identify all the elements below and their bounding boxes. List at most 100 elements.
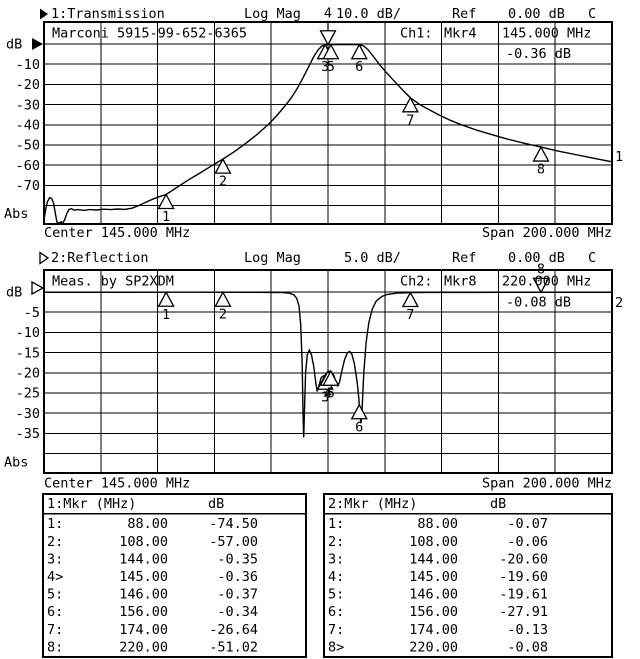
ch1-marker-value: -0.36 dB	[506, 46, 571, 62]
table-row-marker-number: 2:	[328, 534, 344, 550]
table2-header: 2:Mkr (MHz)	[328, 496, 417, 512]
table-row-db-value: -0.13	[507, 622, 548, 638]
marker-number: 6	[355, 419, 363, 435]
ch2-title: 2:Reflection	[51, 250, 149, 266]
ch1-channel-label: Ch1:	[400, 26, 433, 42]
ch2-center-freq: Center 145.000 MHz	[44, 476, 190, 492]
table-row-marker-number: 2:	[47, 534, 63, 550]
ch2-scale-per-div: 5.0 dB/	[344, 250, 401, 266]
ch2-span-freq: Span 200.000 MHz	[482, 476, 612, 492]
ch1-ref-value: 0.00 dB	[508, 6, 565, 22]
marker-triangle-icon	[532, 145, 550, 162]
ch1-yaxis-floor: Abs	[4, 206, 28, 222]
graticule-box	[43, 269, 613, 474]
y-tick-label: -40	[16, 118, 40, 134]
ch2-ref-value: 0.00 dB	[508, 250, 565, 266]
active-marker-number: 4	[324, 6, 332, 22]
table-row-marker-number: 3:	[47, 551, 63, 567]
y-tick-label: -60	[16, 158, 40, 174]
active-marker-triangle-icon	[319, 30, 337, 47]
marker-number: 4	[324, 386, 332, 402]
ch1-active-channel-arrow-icon	[40, 8, 48, 20]
ch2-inactive-channel-arrow-icon	[39, 251, 50, 265]
table-row-db-value: -0.08	[507, 639, 548, 655]
marker-number: 1	[162, 307, 170, 323]
ch1-span-freq: Span 200.000 MHz	[482, 225, 612, 241]
ch2-plot-area: -5 -10 -15 -20 -25 -30 -35 1 2 345 6 7 8	[16, 261, 613, 474]
y-tick-label: -10	[16, 325, 40, 341]
marker-number: 3	[321, 390, 329, 406]
table-row-db-value: -0.35	[217, 551, 258, 567]
table-row-marker-number: 3:	[328, 551, 344, 567]
table-row-db-value: -0.36	[217, 569, 258, 585]
table-row-marker-number: 4>	[47, 569, 63, 585]
ch1-format-label: Log Mag	[244, 6, 301, 22]
marker-tables-area: 1: 88.00 -74.50 2: 108.00 -57.00 3: 144.00 -0.35…	[42, 493, 613, 658]
marker-number: 3	[321, 59, 329, 75]
ch2-marker-freq: 220.000 MHz	[502, 274, 591, 290]
y-tick-label: -30	[16, 406, 40, 422]
marker-triangle-icon	[350, 403, 368, 420]
marker-triangle-icon	[322, 43, 340, 60]
ch2-yaxis-unit: dB	[6, 285, 22, 301]
marker-number: 5	[327, 386, 335, 402]
active-marker-number: 8	[537, 261, 545, 277]
y-tick-label: -15	[16, 345, 40, 361]
table-row-frequency: 146.00	[119, 587, 168, 603]
y-tick-label: -70	[16, 178, 40, 194]
table-row-marker-number: 6:	[328, 604, 344, 620]
table-row-db-value: -0.37	[217, 587, 258, 603]
table-row-marker-number: 5:	[47, 587, 63, 603]
table-row-frequency: 144.00	[119, 551, 168, 567]
marker-number: 2	[219, 307, 227, 323]
ch1-scale-per-div: 10.0 dB/	[336, 6, 401, 22]
marker-triangle-icon	[401, 96, 419, 113]
table-row-db-value: -19.61	[499, 587, 548, 603]
table1-db-header: dB	[208, 496, 224, 512]
ch2-marker-name: Mkr8	[444, 274, 477, 290]
marker-triangle-icon	[214, 290, 232, 307]
marker-number: 2	[219, 174, 227, 190]
table-row-marker-number: 5:	[328, 587, 344, 603]
marker-number: 5	[327, 59, 335, 75]
marker-number: 1	[162, 209, 170, 225]
marker-triangle-icon	[157, 290, 175, 307]
marker-number: 8	[537, 162, 545, 178]
ch1-yaxis-unit: dB	[6, 37, 22, 53]
table2-db-header: dB	[490, 496, 506, 512]
trace-path	[43, 43, 613, 225]
table-row-marker-number: 1:	[47, 516, 63, 532]
table-row-db-value: -26.64	[209, 622, 258, 638]
ch1-cal-status: C	[588, 6, 596, 22]
table-row-marker-number: 7:	[47, 622, 63, 638]
ch2-ref-label: Ref	[452, 250, 476, 266]
table-row-db-value: -0.06	[507, 534, 548, 550]
ch1-device-title: Marconi 5915-99-652-6365	[52, 26, 247, 42]
table-row-frequency: 156.00	[409, 604, 458, 620]
y-tick-label: -30	[16, 97, 40, 113]
ch1-center-freq: Center 145.000 MHz	[44, 225, 190, 241]
ch1-ref-level-arrow-icon	[32, 38, 43, 50]
table-row-db-value: -27.91	[499, 604, 548, 620]
ch2-operator-note: Meas. by SP2XDM	[52, 274, 174, 290]
table-row-frequency: 145.00	[409, 569, 458, 585]
table-row-marker-number: 8:	[47, 639, 63, 655]
table-row-frequency: 220.00	[409, 639, 458, 655]
ch2-cal-status: C	[588, 250, 596, 266]
table-row-frequency: 146.00	[409, 587, 458, 603]
marker-triangle-icon	[322, 369, 340, 386]
marker-triangle-icon	[214, 157, 232, 174]
ch1-trace-number: 1	[615, 149, 623, 165]
ch2-ref-level-arrow-icon	[31, 280, 45, 296]
marker-triangle-icon	[157, 193, 175, 210]
ch2-channel-label: Ch2:	[400, 274, 433, 290]
table-row-frequency: 174.00	[119, 622, 168, 638]
marker-number: 7	[406, 307, 414, 323]
table-row-frequency: 174.00	[409, 622, 458, 638]
ch1-ref-label: Ref	[452, 6, 476, 22]
table-row-frequency: 88.00	[127, 516, 168, 532]
ch1-marker-name: Mkr4	[444, 26, 477, 42]
ch1-title: 1:Transmission	[51, 6, 165, 22]
